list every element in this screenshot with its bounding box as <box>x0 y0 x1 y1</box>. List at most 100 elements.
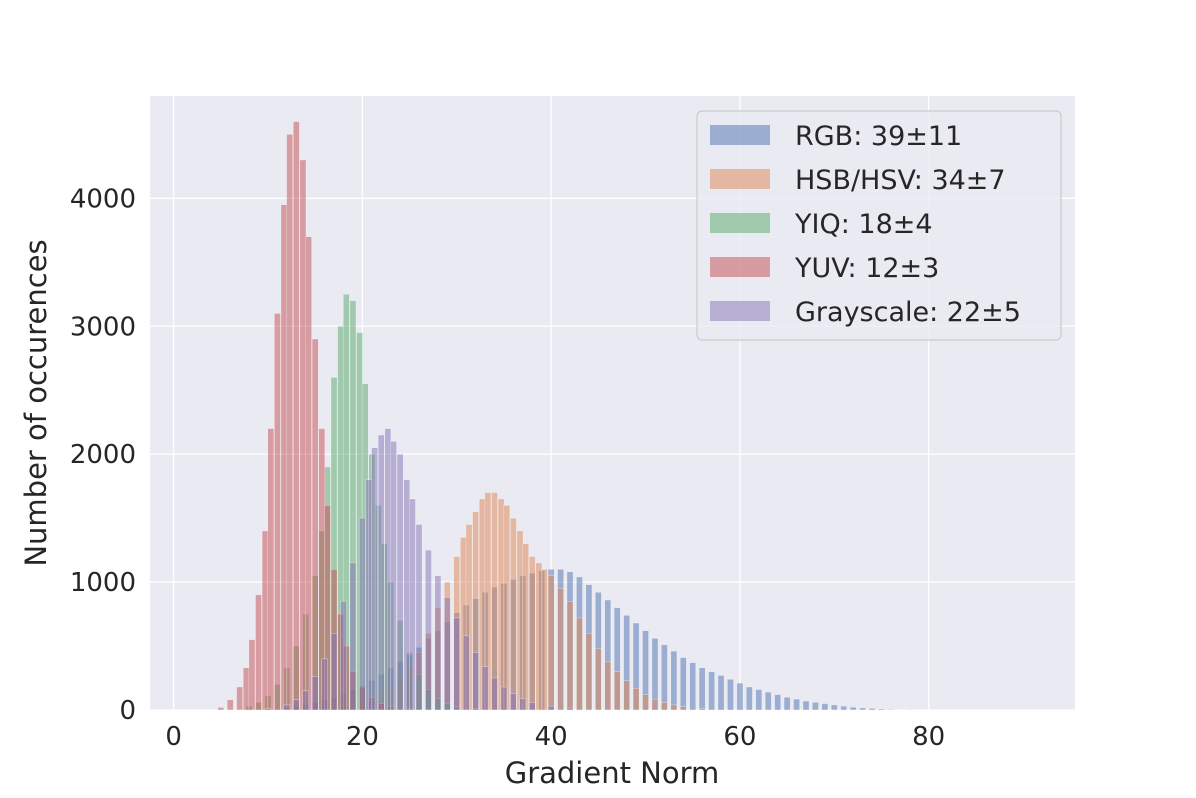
histogram-bar <box>286 134 294 711</box>
histogram-bar <box>613 671 621 711</box>
histogram-bar <box>217 707 225 711</box>
histogram-bar <box>510 693 517 711</box>
histogram-bar <box>642 694 649 711</box>
histogram-bar <box>547 705 555 711</box>
histogram-bars <box>217 121 914 711</box>
histogram-bar <box>541 569 548 711</box>
histogram-bar <box>736 682 744 711</box>
histogram-bar <box>415 524 423 711</box>
legend-swatch <box>710 213 770 233</box>
histogram-bar <box>403 479 411 711</box>
histogram-bar <box>377 434 385 711</box>
histogram-bar <box>500 686 508 711</box>
legend-label: Grayscale: 22±5 <box>795 297 1021 328</box>
histogram-bar <box>604 661 612 711</box>
histogram-bar <box>878 708 885 711</box>
histogram-bar <box>261 530 269 711</box>
x-tick-label: 20 <box>346 722 379 752</box>
histogram-bar <box>248 639 256 711</box>
histogram-bar <box>595 648 602 711</box>
x-tick-label: 40 <box>535 722 568 752</box>
histogram-bar <box>651 698 659 711</box>
histogram-bar <box>522 543 529 711</box>
legend-label: RGB: 39±11 <box>795 121 962 152</box>
histogram-bar <box>462 635 470 711</box>
histogram-bar <box>299 159 307 711</box>
histogram-bar <box>812 702 819 711</box>
histogram-bar <box>444 597 451 711</box>
histogram-bar <box>516 530 524 711</box>
histogram-bar <box>528 556 536 711</box>
histogram-bar <box>274 313 281 711</box>
histogram-bar <box>535 562 543 711</box>
histogram-bar <box>472 652 479 711</box>
histogram-bar <box>708 671 715 711</box>
histogram-bar <box>255 594 262 711</box>
histogram-bar <box>264 708 272 711</box>
legend-box <box>696 110 1062 341</box>
histogram-bar <box>349 562 357 711</box>
histogram-bar <box>661 644 668 711</box>
histogram-bar <box>280 204 288 711</box>
histogram-bar <box>576 617 583 711</box>
histogram-bar <box>491 492 498 711</box>
histogram-bar <box>868 708 876 711</box>
y-tick-label: 0 <box>119 696 136 726</box>
legend: RGB: 39±11 HSB/HSV: 34±7 YIQ: 18±4 YUV: 12±… <box>696 110 1062 341</box>
histogram-bar <box>267 428 275 711</box>
histogram-bar <box>821 703 829 711</box>
histogram-bar <box>698 708 706 711</box>
legend-swatch <box>710 125 770 145</box>
histogram-bar <box>755 689 763 711</box>
histogram-bar <box>503 505 511 711</box>
histogram-bar <box>425 549 432 711</box>
x-tick-label: 0 <box>165 722 182 752</box>
histogram-bar <box>887 709 895 711</box>
histogram-bar <box>396 453 404 711</box>
y-tick-labels: 0 1000 2000 3000 4000 <box>70 184 136 726</box>
series-5-bars <box>264 428 574 711</box>
histogram-bar <box>557 588 564 711</box>
x-tick-labels: 0 20 40 60 80 <box>165 722 945 752</box>
histogram-bar <box>481 666 489 711</box>
histogram-bar <box>283 704 291 711</box>
histogram-bar <box>434 575 442 711</box>
histogram-bar <box>371 447 378 711</box>
histogram-bar <box>305 236 312 711</box>
histogram-bar <box>365 479 373 711</box>
histogram-bar <box>566 601 574 711</box>
histogram-bar <box>566 707 574 711</box>
histogram-bar <box>519 698 527 711</box>
legend-label: HSB/HSV: 34±7 <box>795 165 1006 196</box>
histogram-bar <box>390 441 397 711</box>
histogram-bar <box>585 633 593 711</box>
histogram-bar <box>679 657 687 711</box>
x-tick-label: 80 <box>912 722 945 752</box>
histogram-bar <box>340 601 347 711</box>
x-tick-label: 60 <box>723 722 756 752</box>
histogram-bar <box>849 706 857 711</box>
histogram-bar <box>764 691 772 711</box>
histogram-bar <box>689 662 697 711</box>
histogram-bar <box>510 517 517 711</box>
histogram-bar <box>840 705 848 711</box>
histogram-bar <box>859 707 866 711</box>
histogram-bar <box>321 658 328 711</box>
legend-swatch <box>710 169 770 189</box>
histogram-bar <box>292 699 300 711</box>
y-axis-label: Number of occurences <box>19 239 53 566</box>
histogram-bar <box>302 690 310 711</box>
histogram-bar <box>661 702 668 711</box>
histogram-bar <box>359 517 366 711</box>
histogram-bar <box>497 498 505 711</box>
legend-swatch <box>710 257 770 277</box>
histogram-bar <box>632 688 640 711</box>
legend-label: YUV: 12±3 <box>794 253 939 284</box>
histogram-bar <box>547 575 555 711</box>
histogram-bar <box>384 428 392 711</box>
histogram-bar <box>528 702 536 711</box>
histogram-bar <box>226 699 234 711</box>
histogram-bar <box>746 686 753 711</box>
y-tick-label: 4000 <box>70 184 136 214</box>
